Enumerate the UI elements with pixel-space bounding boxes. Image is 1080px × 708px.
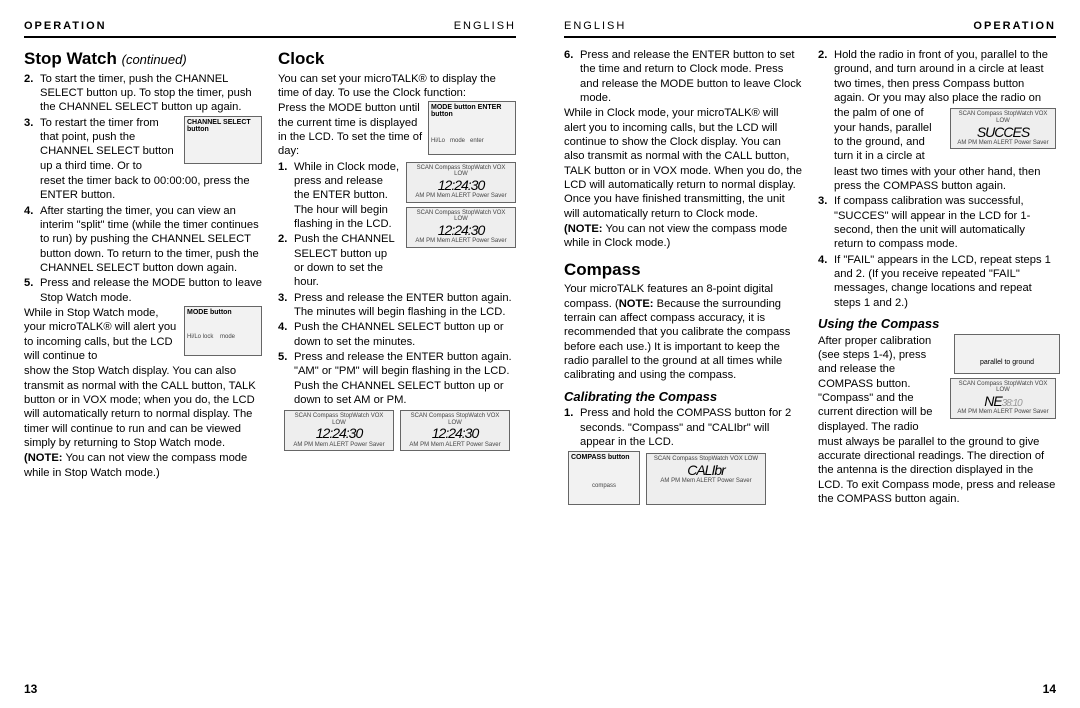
columns-right: 6. Press and release the ENTER button to…	[564, 48, 1056, 690]
calib-step-3: 3. If compass calibration was successful…	[818, 194, 1056, 251]
clk-step-4: 4. Push the CHANNEL SELECT button up or …	[278, 320, 516, 349]
succes-lcd: SCAN Compass StopWatch VOX LOW SUCCES AM…	[950, 106, 1056, 151]
compass-intro: Your microTALK features an 8-point digit…	[564, 282, 802, 382]
using-compass-figures: parallel to ground SCAN Compass StopWatc…	[950, 334, 1056, 421]
calib-step-1: 1. Press and hold the COMPASS button for…	[564, 406, 802, 449]
clk-note: (NOTE: You can not view the compass mode…	[564, 222, 802, 251]
clk-step-3: 3. Press and release the ENTER button ag…	[278, 291, 516, 320]
compass-fig-row: COMPASS button compass SCAN Compass Stop…	[564, 451, 802, 507]
calib-step-4: 4. If "FAIL" appears in the LCD, repeat …	[818, 253, 1056, 310]
sw-step-2: 2. To start the timer, push the CHANNEL …	[24, 72, 262, 115]
sw-note: (NOTE: You can not view the compass mode…	[24, 451, 262, 480]
left-col1: Stop Watch (continued) 2. To start the t…	[24, 48, 262, 690]
compass-title: Compass	[564, 259, 802, 281]
header-right: ENGLISH OPERATION	[564, 20, 1056, 38]
stopwatch-title: Stop Watch (continued)	[24, 48, 262, 70]
clock-title: Clock	[278, 48, 516, 70]
clock-lcd-1: SCAN Compass StopWatch VOX LOW 12:24:30 …	[406, 160, 516, 250]
using-compass-title: Using the Compass	[818, 316, 1056, 333]
pagenum-right: 14	[1043, 682, 1056, 696]
clk-step-2: 2. Push the CHANNEL SELECT button up or …	[278, 232, 400, 289]
hdr-left-bold: OPERATION	[24, 20, 107, 32]
clock-lcd-row: SCAN Compass StopWatch VOX LOW 12:24:30 …	[278, 408, 516, 453]
sw-step-4: 4. After starting the timer, you can vie…	[24, 204, 262, 276]
page-left: OPERATION ENGLISH Stop Watch (continued)…	[0, 0, 540, 708]
page-right: ENGLISH OPERATION 6. Press and release t…	[540, 0, 1080, 708]
calibrating-title: Calibrating the Compass	[564, 389, 802, 406]
calib-step-2: 2. Hold the radio in front of you, paral…	[818, 48, 1056, 105]
mode-enter-figure: MODE button ENTER button Hi/Lo mode ente…	[428, 101, 516, 155]
columns-left: Stop Watch (continued) 2. To start the t…	[24, 48, 516, 690]
hdr-right-bold: OPERATION	[973, 20, 1056, 32]
sw-step-3: 3. To restart the timer from that point,…	[24, 116, 180, 173]
clk-step-5: 5. Press and release the ENTER button ag…	[278, 350, 516, 407]
mode-button-figure: MODE button Hi/Lo lock mode	[184, 306, 262, 356]
hdr-left-lang: ENGLISH	[454, 20, 516, 32]
right-col2: 2. Hold the radio in front of you, paral…	[818, 48, 1056, 690]
clk-step-1: 1. While in Clock mode, press and releas…	[278, 160, 400, 232]
compass-button-figure: COMPASS button compass	[568, 451, 640, 505]
header-left: OPERATION ENGLISH	[24, 20, 516, 38]
channel-select-figure: CHANNEL SELECT button	[184, 116, 262, 164]
sw-step-5: 5. Press and release the MODE button to …	[24, 276, 262, 305]
right-col1: 6. Press and release the ENTER button to…	[564, 48, 802, 690]
hdr-right-lang: ENGLISH	[564, 20, 626, 32]
pagenum-left: 13	[24, 682, 37, 696]
left-col2: Clock You can set your microTALK® to dis…	[278, 48, 516, 690]
clk-step-6: 6. Press and release the ENTER button to…	[564, 48, 802, 105]
